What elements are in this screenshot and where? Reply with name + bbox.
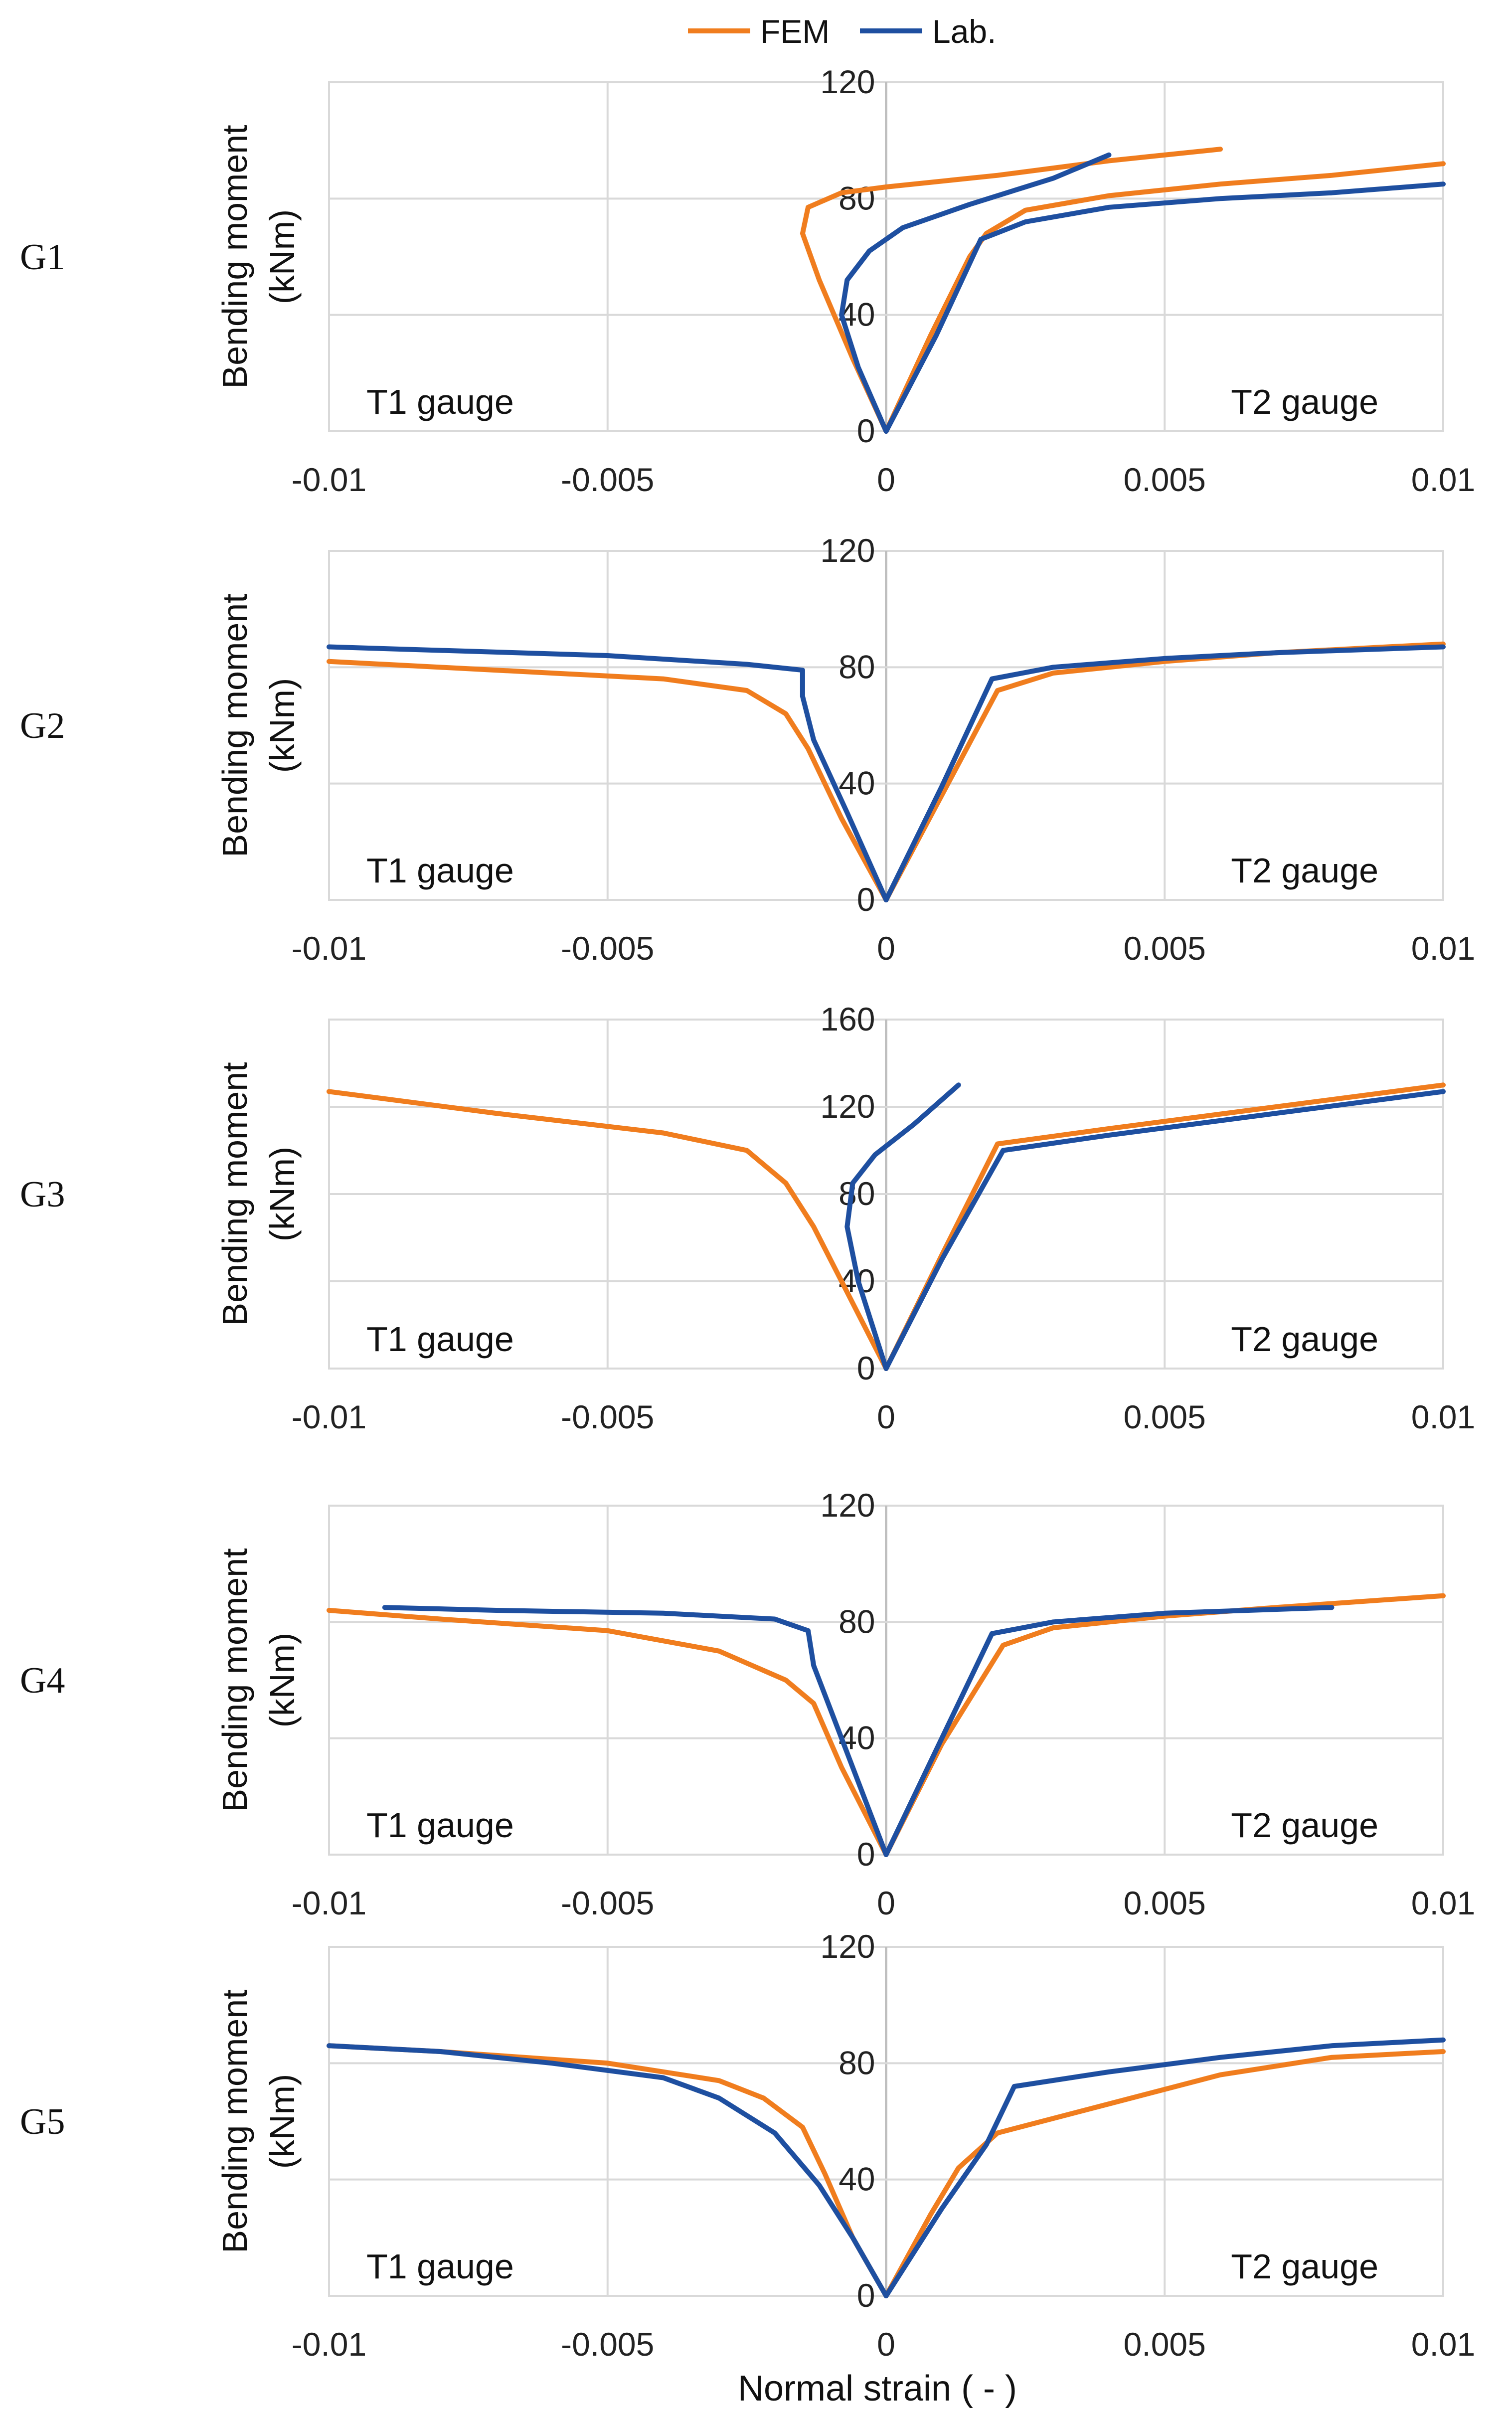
y-axis-title: Bending moment — [215, 1989, 254, 2253]
t2-gauge-annotation: T2 gauge — [1231, 382, 1378, 421]
lab-series-line — [844, 1082, 961, 1371]
fem-series-line — [800, 147, 1223, 434]
y-tick-label: 120 — [820, 1487, 875, 1524]
fem-series-line — [327, 1089, 889, 1371]
legend-label-fem: FEM — [760, 13, 830, 50]
panel-label: G2 — [20, 705, 65, 746]
x-tick-label: 0 — [877, 2326, 895, 2363]
y-axis-title: Bending moment — [215, 1062, 254, 1326]
x-tick-label: 0.005 — [1124, 930, 1206, 967]
panel-label: G3 — [20, 1174, 65, 1215]
x-tick-label: 0.005 — [1124, 1398, 1206, 1435]
fem-series-line — [883, 161, 1446, 434]
t2-gauge-annotation: T2 gauge — [1231, 1806, 1378, 1845]
panel-label: G4 — [20, 1660, 65, 1701]
y-tick-label: 80 — [839, 1603, 875, 1640]
x-tick-label: 0.005 — [1124, 461, 1206, 498]
fem-series-line — [327, 659, 889, 902]
lab-series-line — [883, 644, 1446, 902]
x-tick-label: 0.005 — [1124, 2326, 1206, 2363]
y-tick-label: 0 — [857, 1836, 875, 1873]
x-tick-label: 0.01 — [1411, 2326, 1475, 2363]
chart-panel-2: -0.01 -0.005 0 0.005 0.01 0 40 80 120 T1 gauge T2 … — [20, 532, 1475, 967]
y-tick-label: 40 — [839, 2161, 875, 2198]
y-tick-label: 120 — [820, 532, 875, 569]
t1-gauge-annotation: T1 gauge — [366, 1806, 514, 1845]
x-tick-label: 0 — [877, 1398, 895, 1435]
legend: FEM Lab. — [688, 13, 996, 50]
x-axis-title: Normal strain ( - ) — [738, 2369, 1017, 2409]
y-tick-label: 80 — [839, 179, 875, 216]
t1-gauge-annotation: T1 gauge — [366, 1320, 514, 1359]
y-axis-unit: (kNm) — [263, 1147, 302, 1241]
t1-gauge-annotation: T1 gauge — [366, 382, 514, 421]
y-axis-unit: (kNm) — [263, 1633, 302, 1727]
y-axis-unit: (kNm) — [263, 2074, 302, 2169]
y-axis-title: Bending moment — [215, 593, 254, 857]
fem-series-line — [327, 1608, 889, 1857]
x-tick-label: -0.01 — [292, 930, 366, 967]
y-axis-unit: (kNm) — [263, 209, 302, 304]
x-tick-label: -0.005 — [561, 461, 654, 498]
y-axis-unit: (kNm) — [263, 678, 302, 773]
x-tick-label: 0 — [877, 930, 895, 967]
y-axis-title: Bending moment — [215, 1548, 254, 1812]
y-tick-label: 40 — [839, 765, 875, 802]
y-tick-label: 120 — [820, 1088, 875, 1125]
x-tick-label: 0 — [877, 1885, 895, 1921]
fem-series-line — [883, 2049, 1446, 2298]
lab-series-line — [883, 1605, 1335, 1857]
y-tick-label: 80 — [839, 2044, 875, 2081]
legend-label-lab: Lab. — [932, 13, 996, 50]
y-tick-label: 0 — [857, 881, 875, 918]
lab-series-line — [327, 644, 889, 902]
x-tick-label: 0.005 — [1124, 1885, 1206, 1921]
lab-series-line — [883, 2037, 1446, 2298]
panel-label: G1 — [20, 237, 65, 278]
lab-series-line — [839, 152, 1112, 434]
panel-label: G5 — [20, 2101, 65, 2142]
x-tick-label: 0.01 — [1411, 1885, 1475, 1921]
y-axis-title: Bending moment — [215, 125, 254, 388]
y-tick-label: 160 — [820, 1001, 875, 1037]
t2-gauge-annotation: T2 gauge — [1231, 1320, 1378, 1359]
t1-gauge-annotation: T1 gauge — [366, 851, 514, 890]
x-tick-label: 0.01 — [1411, 1398, 1475, 1435]
x-tick-label: -0.005 — [561, 1398, 654, 1435]
x-tick-label: -0.005 — [561, 2326, 654, 2363]
x-tick-label: 0.01 — [1411, 930, 1475, 967]
x-tick-label: 0.01 — [1411, 461, 1475, 498]
chart-panel-5: -0.01 -0.005 0 0.005 0.01 0 40 80 120 T1 gauge T2 … — [20, 1928, 1475, 2363]
x-tick-label: 0 — [877, 461, 895, 498]
lab-series-line — [382, 1605, 889, 1857]
y-tick-label: 0 — [857, 2277, 875, 2314]
t2-gauge-annotation: T2 gauge — [1231, 2247, 1378, 2286]
y-tick-label: 120 — [820, 63, 875, 100]
x-tick-label: -0.005 — [561, 1885, 654, 1921]
x-tick-label: -0.01 — [292, 2326, 366, 2363]
lab-series-line — [883, 181, 1446, 434]
y-tick-label: 120 — [820, 1928, 875, 1965]
x-tick-label: -0.01 — [292, 1885, 366, 1921]
lab-series-line — [883, 1089, 1446, 1371]
x-tick-label: -0.01 — [292, 461, 366, 498]
y-tick-label: 0 — [857, 1350, 875, 1386]
lab-series-line — [327, 2043, 889, 2298]
y-tick-label: 80 — [839, 648, 875, 685]
x-tick-label: -0.01 — [292, 1398, 366, 1435]
y-tick-label: 0 — [857, 412, 875, 449]
t2-gauge-annotation: T2 gauge — [1231, 851, 1378, 890]
t1-gauge-annotation: T1 gauge — [366, 2247, 514, 2286]
x-tick-label: -0.005 — [561, 930, 654, 967]
